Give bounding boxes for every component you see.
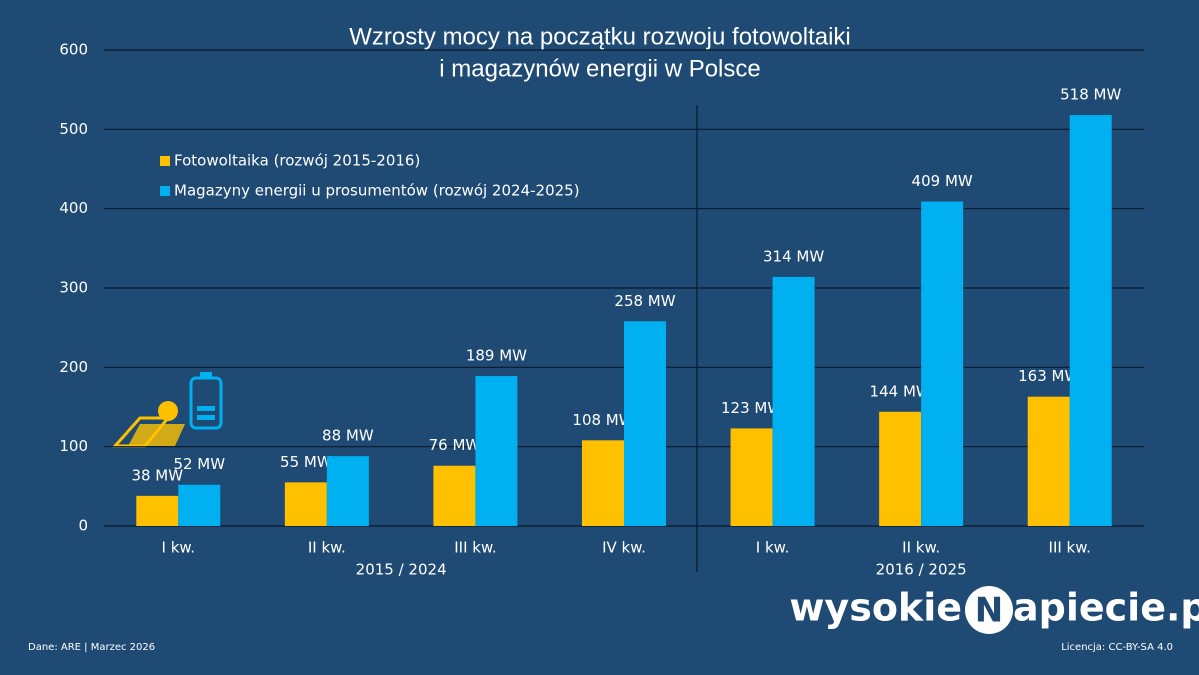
value-label: 314 MW [763, 247, 824, 265]
value-label: 76 MW [429, 436, 481, 454]
license: Licencja: CC-BY-SA 4.0 [1061, 642, 1173, 653]
x-tick-label: III kw. [1049, 539, 1091, 557]
value-label: 38 MW [131, 466, 183, 484]
value-label: 55 MW [280, 453, 332, 471]
bar [879, 411, 922, 526]
bar [730, 428, 773, 526]
chart-title: Wzrosty mocy na początku rozwoju fotowol… [349, 23, 851, 50]
logo-right: apiecie.pl [1013, 586, 1199, 630]
value-label: 163 MW [1018, 367, 1079, 385]
y-tick-label: 600 [59, 41, 88, 59]
bar [178, 484, 221, 526]
bar [1069, 115, 1112, 526]
bar [136, 495, 179, 526]
y-tick-label: 500 [59, 120, 88, 138]
bar [326, 456, 369, 526]
value-label: 144 MW [870, 382, 931, 400]
chart-subtitle: i magazynów energii w Polsce [439, 55, 760, 82]
bar [921, 201, 964, 526]
icons [111, 372, 223, 448]
value-label: 258 MW [614, 292, 675, 310]
logo-mark: N [975, 591, 1003, 631]
legend-swatch [160, 186, 170, 196]
legend-label: Magazyny energii u prosumentów (rozwój 2… [174, 182, 580, 200]
value-label: 518 MW [1060, 86, 1121, 104]
logo-circle [965, 586, 1013, 634]
value-label: 52 MW [173, 455, 225, 473]
bar [1027, 396, 1070, 526]
y-tick-label: 200 [59, 358, 88, 376]
bar [582, 440, 624, 526]
group-label: 2015 / 2024 [356, 561, 447, 579]
bar [772, 276, 815, 526]
x-tick-label: II kw. [902, 539, 940, 557]
y-tick-label: 400 [59, 199, 88, 217]
bar [624, 321, 666, 526]
value-label: 108 MW [572, 411, 633, 429]
x-tick-label: I kw. [162, 539, 196, 557]
y-tick-label: 300 [59, 279, 88, 297]
bar [475, 376, 518, 526]
x-tick-label: IV kw. [602, 539, 646, 557]
x-tick-label: III kw. [454, 539, 496, 557]
legend-swatch [160, 156, 170, 166]
x-tick-label: II kw. [308, 539, 346, 557]
value-label: 409 MW [912, 172, 973, 190]
value-label: 88 MW [322, 427, 374, 445]
x-tick-label: I kw. [756, 539, 790, 557]
legend-label: Fotowoltaika (rozwój 2015-2016) [174, 152, 420, 170]
bar [433, 465, 476, 526]
y-tick-label: 0 [78, 517, 88, 535]
value-label: 123 MW [721, 399, 782, 417]
source: Dane: ARE | Marzec 2026 [28, 642, 155, 653]
value-label: 189 MW [466, 347, 527, 365]
logo-left: wysokie [789, 586, 962, 630]
group-label: 2016 / 2025 [876, 561, 967, 579]
bar [284, 482, 327, 526]
y-tick-label: 100 [59, 437, 88, 455]
